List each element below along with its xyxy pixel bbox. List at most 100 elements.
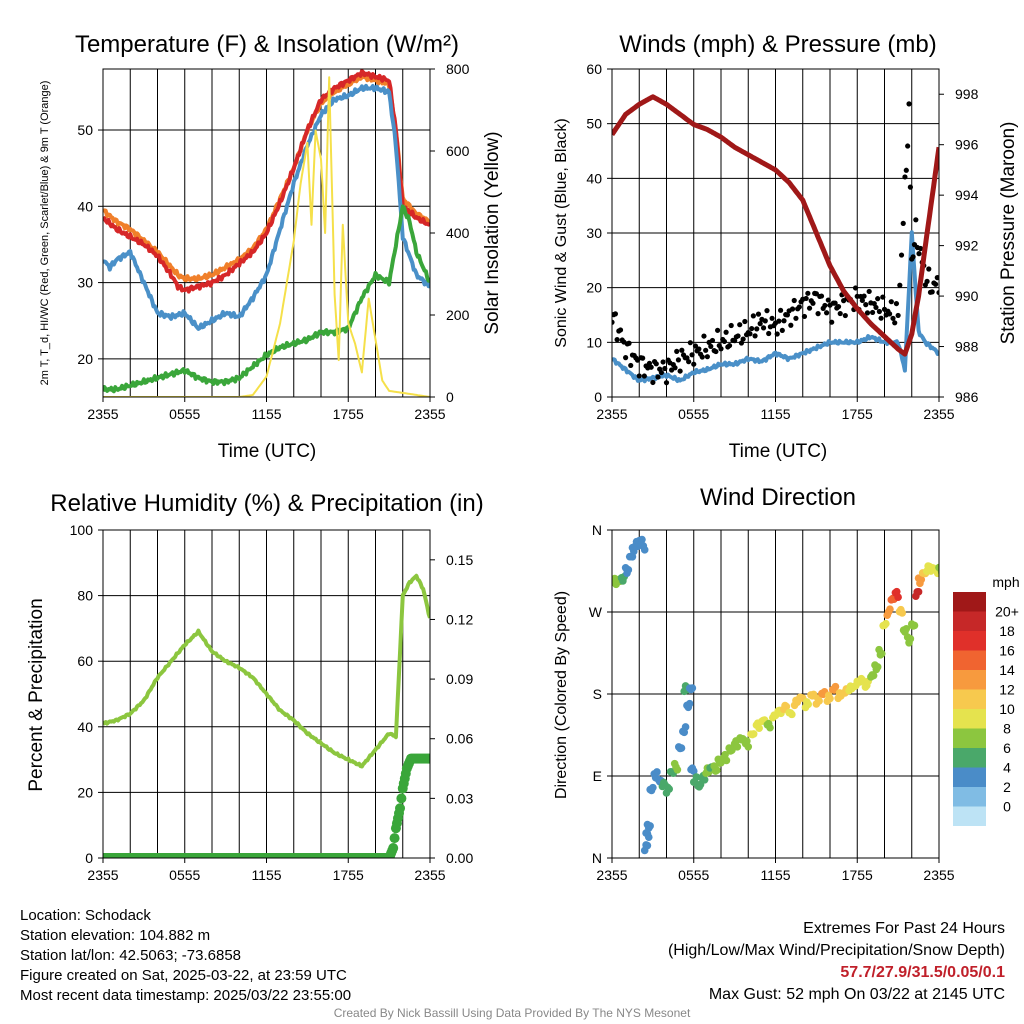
direction-point [713, 766, 721, 775]
station-elevation: Station elevation: 104.882 m [20, 927, 211, 944]
colorbar-swatch [953, 650, 986, 670]
series-line-relative-humidity [103, 573, 430, 769]
figure-created: Figure created on Sat, 2025-03-22, at 23… [20, 967, 347, 984]
gust-point [713, 348, 719, 355]
y-tick-label: S [593, 686, 602, 702]
y-right-tick-label: 0.03 [446, 790, 473, 806]
gust-point [641, 373, 647, 379]
y-tick-label: 60 [77, 653, 93, 669]
winds-title: Winds (mph) & Pressure (mb) [619, 31, 936, 58]
gust-point [692, 343, 699, 349]
gust-point [907, 184, 913, 190]
y-right-tick-label: 0.15 [446, 552, 473, 568]
winds-xlabel: Time (UTC) [729, 441, 828, 462]
gust-point [903, 167, 909, 173]
gust-point [779, 327, 785, 334]
gust-point [893, 300, 900, 307]
y-tick-label: 40 [77, 719, 93, 735]
gust-point [614, 337, 620, 343]
colorbar-swatch [953, 611, 986, 631]
gust-point [738, 340, 745, 346]
colorbar-label: 16 [999, 643, 1015, 659]
gust-point [662, 365, 668, 372]
gust-point [829, 319, 835, 325]
temperature-title: Temperature (F) & Insolation (W/m²) [75, 31, 459, 58]
gust-point [774, 331, 780, 337]
x-tick-label: 1755 [333, 406, 364, 422]
gust-point [929, 289, 935, 295]
gust-point [796, 304, 802, 310]
direction-point [700, 775, 709, 784]
direction-point [743, 737, 751, 745]
direction-point [804, 700, 812, 709]
extremes-title: Extremes For Past 24 Hours [803, 920, 1005, 937]
precip-point [395, 803, 406, 814]
direction-point [665, 785, 674, 793]
direction-point [733, 743, 742, 751]
gust-point [750, 313, 756, 319]
gust-point [679, 347, 685, 353]
direction-point [744, 742, 753, 751]
gust-point [825, 297, 831, 303]
gust-point [801, 313, 808, 320]
y-right-tick-label: 800 [446, 61, 470, 77]
gust-point [675, 357, 682, 363]
winds-ylabel-left: Sonic Wind & Gust (Blue, Black) [553, 118, 570, 347]
direction-point [646, 822, 654, 830]
colorbar-swatch [953, 592, 986, 612]
y-right-tick-label: 200 [446, 307, 470, 323]
colorbar-swatch [953, 728, 986, 748]
gust-point [686, 359, 692, 365]
gust-point [672, 365, 678, 371]
y-tick-label: 40 [586, 170, 602, 186]
humidity-panel: Relative Humidity (%) & Precipitation (i… [26, 490, 484, 883]
colorbar-label: 8 [1003, 721, 1011, 737]
colorbar-swatch [953, 767, 986, 787]
gust-point [674, 348, 680, 354]
y-tick-label: 80 [77, 588, 93, 604]
direction-point [638, 535, 646, 544]
direction-point [681, 723, 690, 731]
y-tick-label: 0 [85, 850, 93, 866]
gust-point [823, 310, 830, 316]
gust-point [701, 333, 707, 339]
gust-point [791, 297, 797, 304]
gust-point [781, 318, 787, 324]
direction-point [766, 723, 774, 732]
x-tick-label: 0555 [169, 867, 200, 883]
colorbar-label: 0 [1003, 799, 1011, 815]
direction-point [815, 697, 823, 705]
colorbar-swatch [953, 787, 986, 807]
colorbar-label: 12 [999, 682, 1015, 698]
direction-point [649, 783, 657, 792]
colorbar-swatch [953, 806, 986, 826]
gust-point [703, 347, 709, 353]
x-tick-label: 1155 [251, 867, 281, 883]
direction-point [914, 588, 923, 596]
gust-point [612, 311, 619, 317]
gust-point [699, 354, 705, 360]
direction-point [877, 649, 886, 658]
x-tick-label: 2355 [414, 867, 445, 883]
y-tick-label: W [589, 604, 603, 620]
gust-point [623, 355, 629, 361]
station-info: Location: Schodack Station elevation: 10… [20, 906, 351, 1006]
y-tick-label: 20 [77, 784, 93, 800]
gust-point [932, 281, 939, 287]
series-line-station-pressure [612, 94, 939, 357]
gust-point [916, 251, 922, 257]
gust-point [897, 282, 903, 288]
gust-point [628, 362, 634, 369]
extremes-subtitle: (High/Low/Max Wind/Precipitation/Snow De… [667, 942, 1005, 959]
speed-colorbar: 20+ 18 16 14 12 10 8 6 4 2 0 [953, 592, 1019, 826]
x-tick-label: 0555 [678, 406, 709, 422]
y-right-tick-label: 400 [446, 225, 470, 241]
winds-panel: Winds (mph) & Pressure (mb) 2355 0555 1155… [553, 31, 1019, 462]
x-tick-label: 1755 [333, 867, 364, 883]
gust-point [913, 217, 919, 223]
gust-point [905, 143, 911, 149]
gust-point [677, 368, 683, 374]
gust-point [769, 315, 775, 321]
gust-point [898, 252, 905, 258]
